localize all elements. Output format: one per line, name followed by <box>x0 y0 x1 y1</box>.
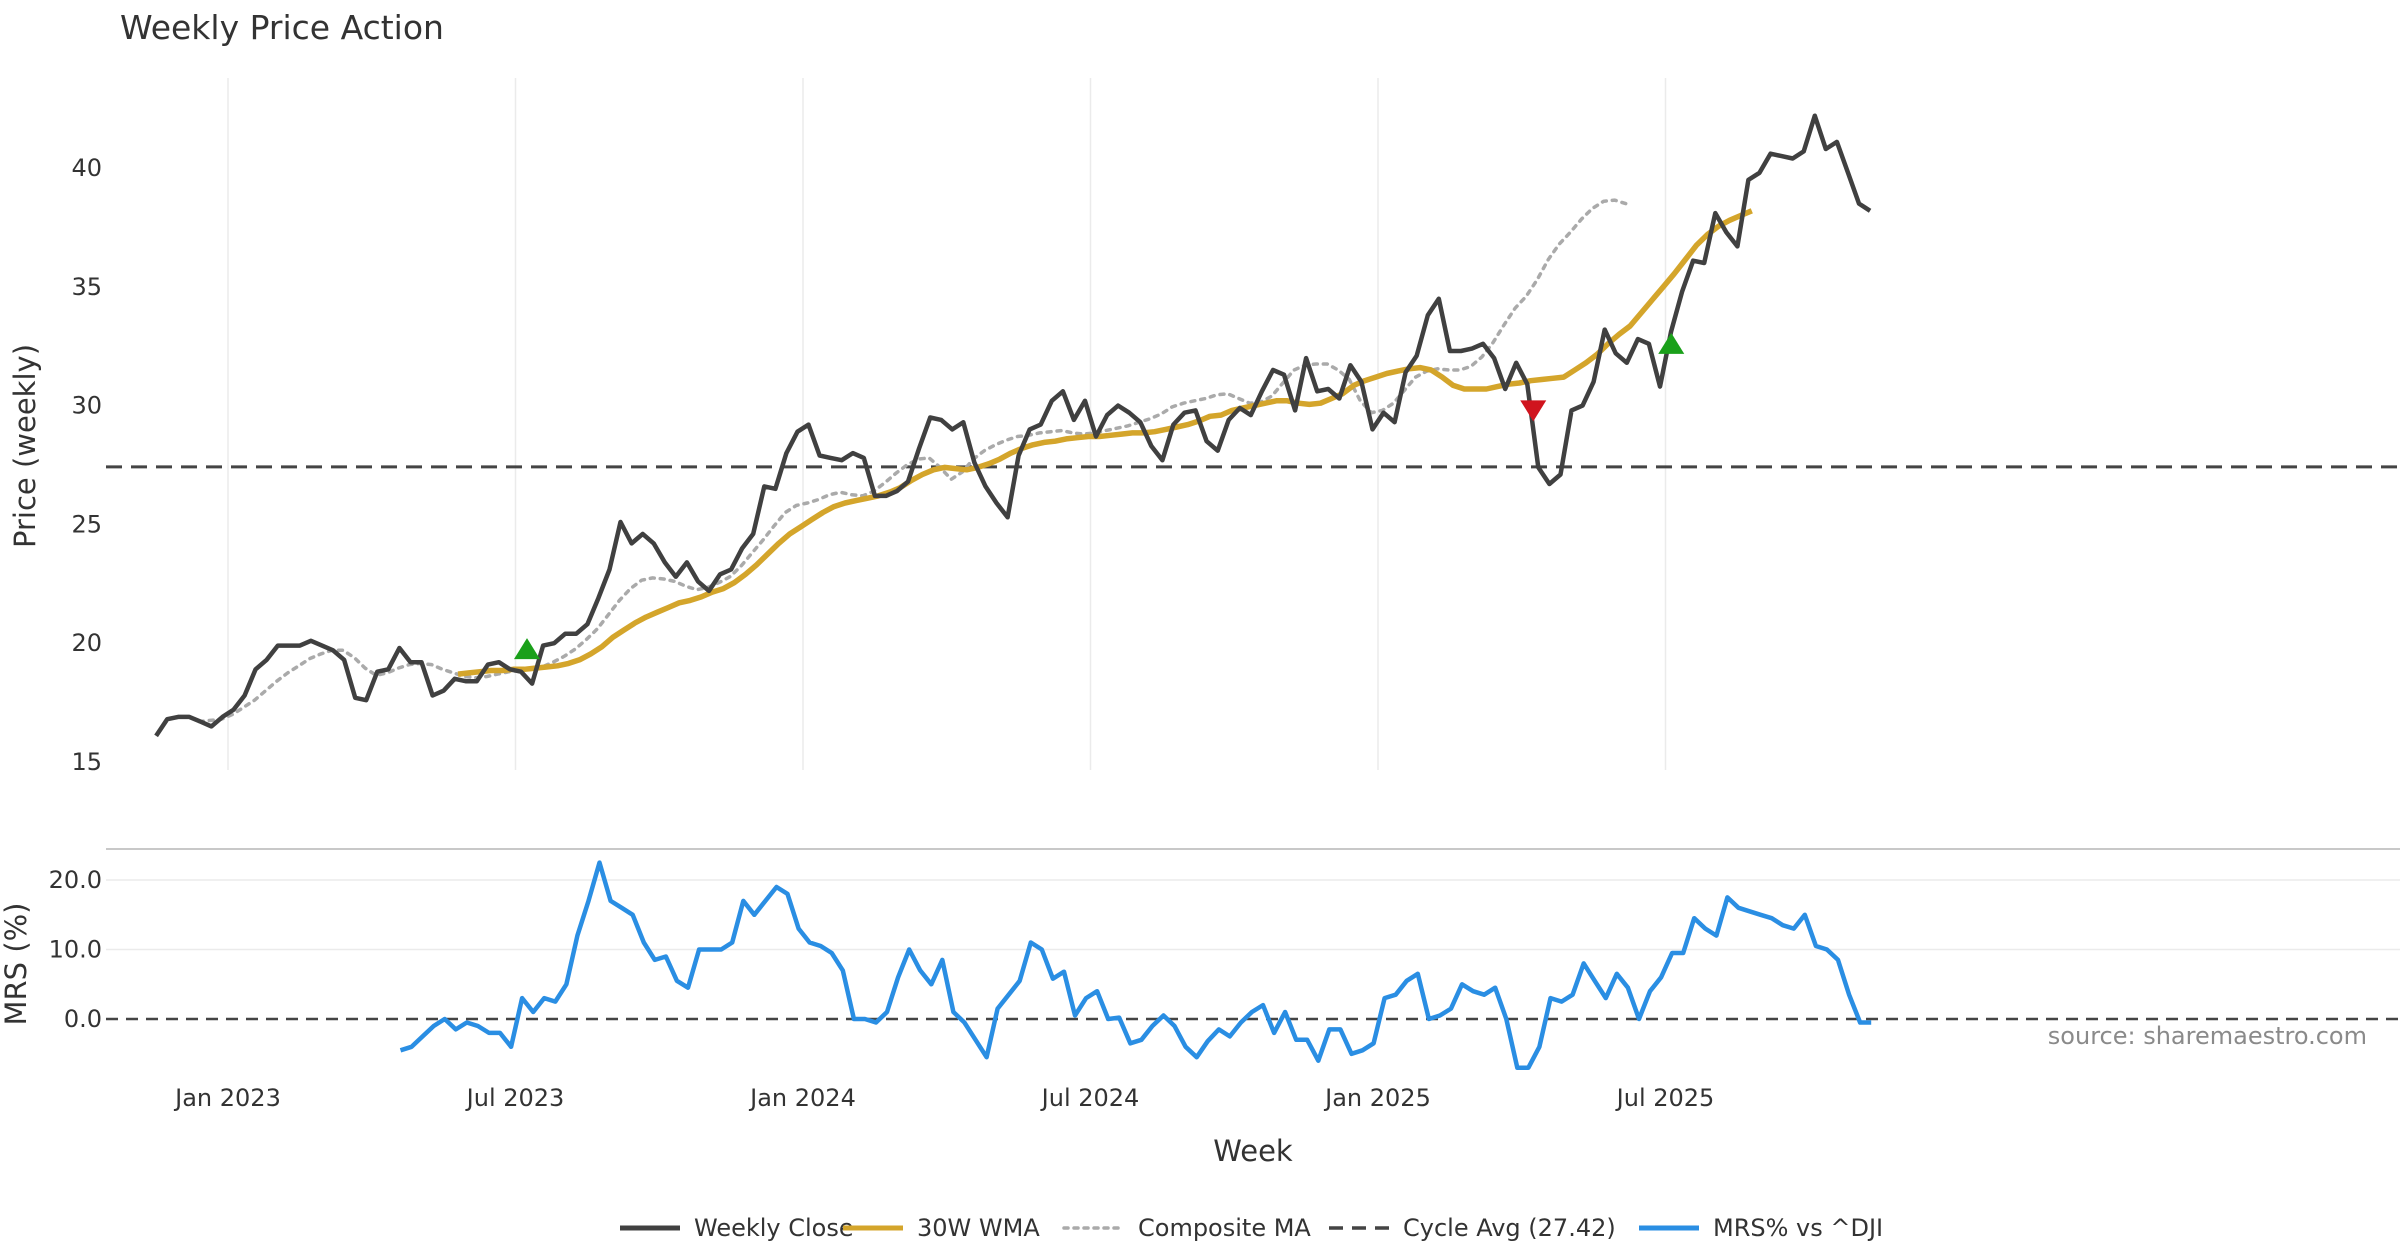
mrs-y-tick-label: 0.0 <box>64 1005 102 1033</box>
mrs-y-ticks: 0.0 10.0 20.0 <box>49 866 102 1033</box>
buy-signal-marker <box>514 638 540 660</box>
legend-label: MRS% vs ^DJI <box>1713 1214 1883 1242</box>
x-axis-title: Week <box>1213 1134 1293 1168</box>
price-y-tick-label: 20 <box>71 629 102 657</box>
x-tick-label: Jan 2024 <box>748 1084 856 1112</box>
legend-item: MRS% vs ^DJI <box>1639 1214 1883 1242</box>
legend-label: Cycle Avg (27.42) <box>1403 1214 1616 1242</box>
source-note: source: sharemaestro.com <box>2048 1022 2367 1050</box>
chart-title: Weekly Price Action <box>120 8 444 47</box>
mrs-series <box>106 860 2400 1070</box>
x-tick-labels: Jan 2023 Jul 2023 Jan 2024 Jul 2024 Jan 2025… <box>173 1084 1714 1112</box>
x-tick-label: Jul 2025 <box>1615 1084 1715 1112</box>
wma-30w-line <box>457 208 1753 677</box>
x-tick-label: Jul 2023 <box>465 1084 565 1112</box>
legend-label: Composite MA <box>1138 1214 1311 1242</box>
mrs-y-tick-label: 20.0 <box>49 866 102 894</box>
price-y-tick-label: 15 <box>71 748 102 776</box>
price-y-tick-label: 25 <box>71 510 102 538</box>
mrs-gridlines <box>106 879 2400 951</box>
x-tick-label: Jul 2024 <box>1040 1084 1140 1112</box>
x-tick-label: Jan 2023 <box>173 1084 281 1112</box>
legend: Weekly Close 30W WMA Composite MA Cycle Avg… <box>620 1214 1883 1242</box>
mrs-y-tick-label: 10.0 <box>49 936 102 964</box>
price-y-axis-title: Price (weekly) <box>8 344 42 548</box>
price-y-tick-label: 35 <box>71 273 102 301</box>
composite-ma-line <box>197 198 1628 724</box>
mrs-line <box>399 860 1872 1070</box>
legend-label: 30W WMA <box>917 1214 1040 1242</box>
sell-signal-marker <box>1520 400 1547 422</box>
price-series <box>106 113 2400 738</box>
legend-item: Weekly Close <box>620 1214 854 1242</box>
weekly-close-line <box>154 113 1872 738</box>
x-tick-label: Jan 2025 <box>1323 1084 1431 1112</box>
legend-item: Cycle Avg (27.42) <box>1329 1214 1616 1242</box>
price-y-tick-label: 40 <box>71 154 102 182</box>
legend-item: 30W WMA <box>843 1214 1040 1242</box>
legend-label: Weekly Close <box>694 1214 854 1242</box>
signal-markers <box>514 332 1685 660</box>
price-y-tick-label: 30 <box>71 392 102 420</box>
buy-signal-marker <box>1658 332 1685 354</box>
mrs-y-axis-title: MRS (%) <box>0 903 33 1026</box>
legend-item: Composite MA <box>1062 1214 1311 1242</box>
price-y-ticks: 15 20 25 30 35 40 <box>71 154 102 776</box>
